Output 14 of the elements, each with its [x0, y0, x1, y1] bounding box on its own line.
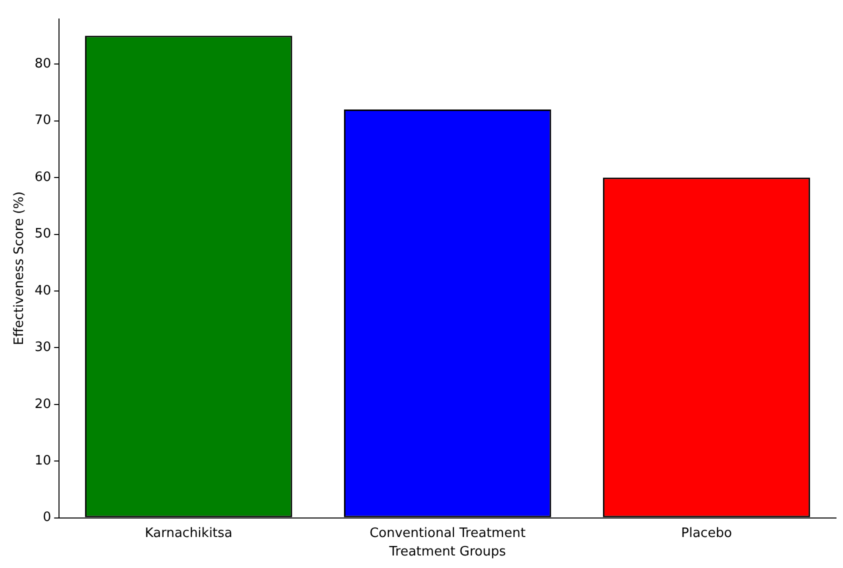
- y-axis-title: Effectiveness Score (%): [12, 191, 28, 346]
- y-tick-label: 50: [34, 226, 52, 242]
- x-tick-label: Placebo: [681, 526, 732, 541]
- x-axis-title: Treatment Groups: [388, 544, 506, 560]
- y-tick-label: 10: [34, 453, 52, 468]
- y-tick-label: 30: [34, 340, 52, 356]
- y-tick-label: 70: [34, 113, 52, 128]
- y-tick-label: 80: [34, 56, 52, 72]
- y-tick-label: 40: [34, 283, 52, 298]
- x-tick-label: Conventional Treatment: [370, 526, 526, 541]
- y-tick-label: 20: [34, 396, 52, 412]
- y-tick-label: 0: [42, 510, 52, 526]
- y-tick-label: 60: [34, 170, 52, 185]
- x-tick-label: Karnachikitsa: [144, 526, 232, 541]
